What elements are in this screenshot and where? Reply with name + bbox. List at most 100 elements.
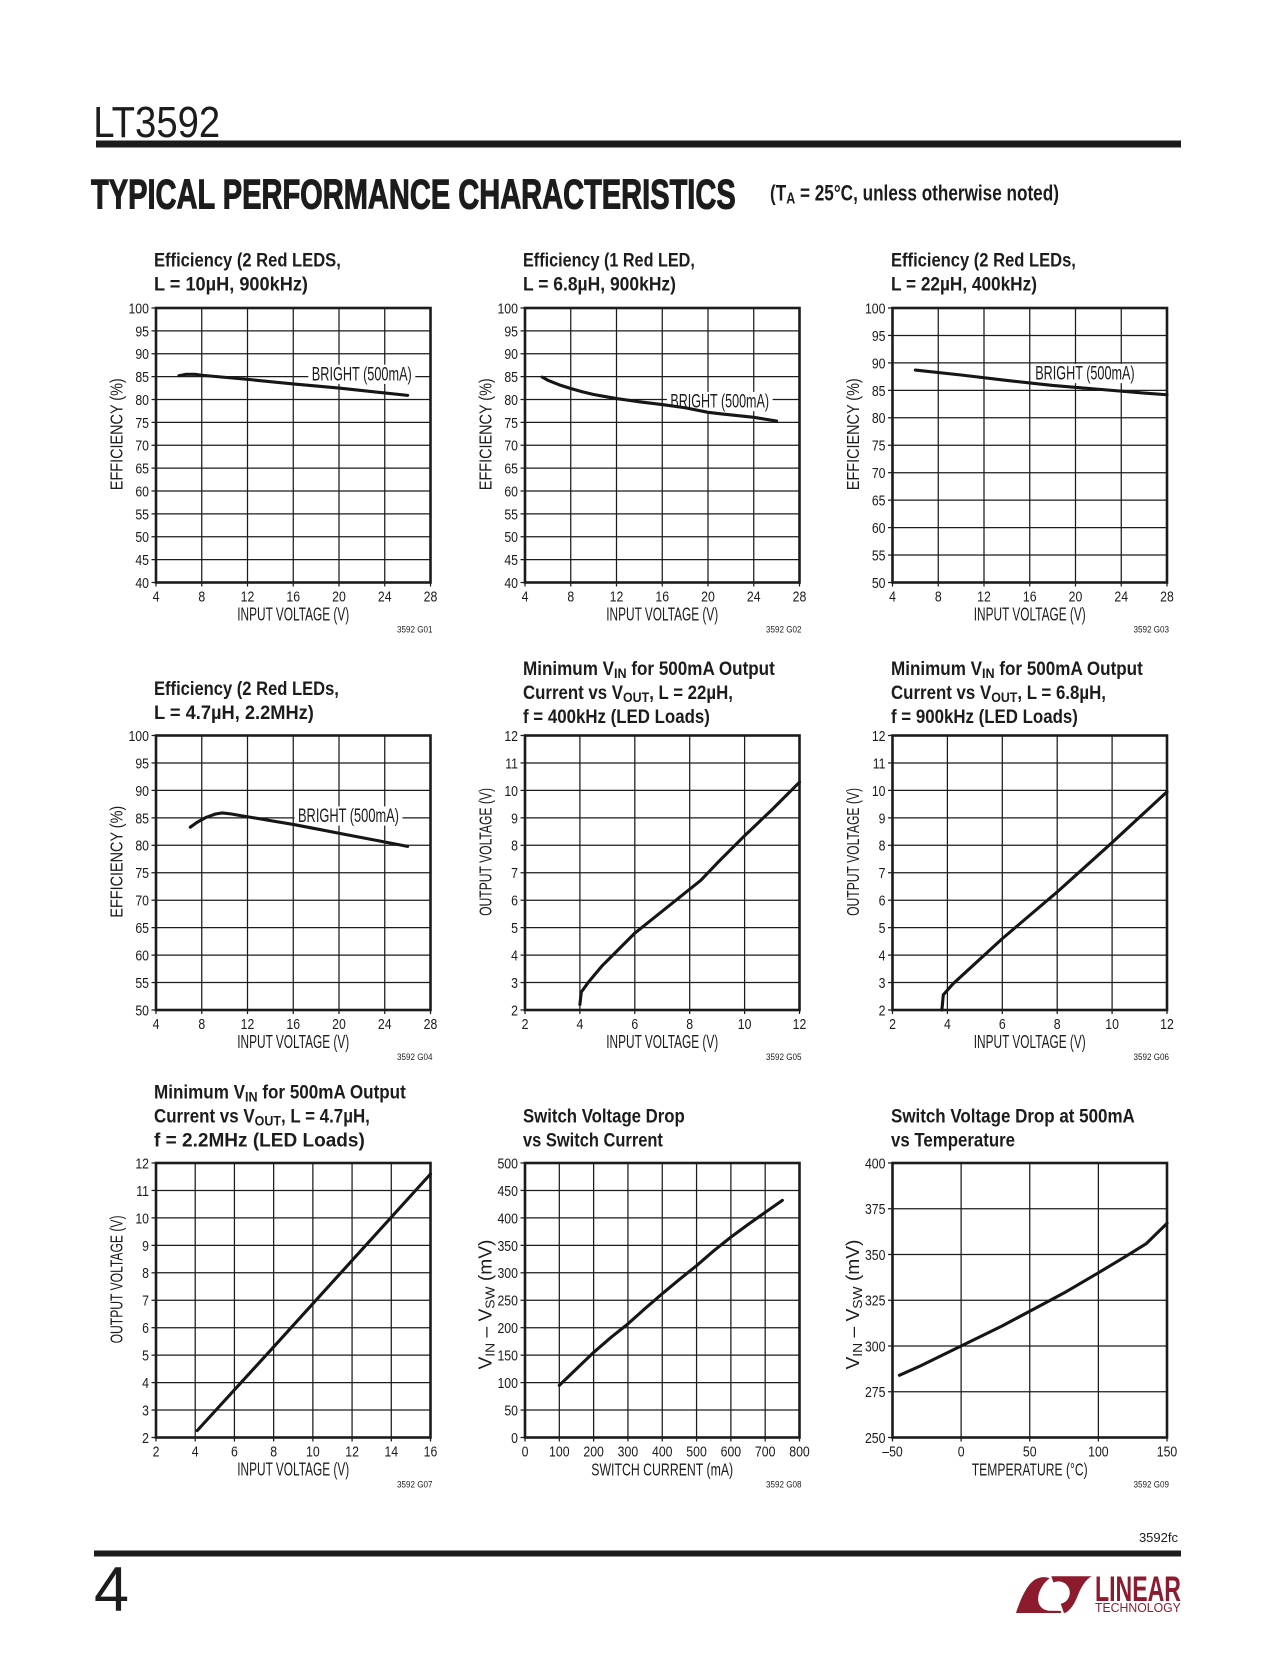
svg-text:10: 10 [738, 1016, 752, 1032]
svg-text:6: 6 [142, 1320, 149, 1336]
svg-text:20: 20 [701, 588, 715, 604]
svg-text:16: 16 [1023, 588, 1037, 604]
svg-text:95: 95 [504, 323, 518, 339]
svg-text:50: 50 [1023, 1443, 1037, 1459]
svg-text:TYPICAL PERFORMANCE CHARACTERI: TYPICAL PERFORMANCE CHARACTERISTICS [91, 170, 736, 218]
svg-text:20: 20 [332, 1016, 346, 1032]
svg-text:0: 0 [958, 1443, 965, 1459]
svg-text:4: 4 [153, 588, 160, 604]
svg-text:6: 6 [231, 1443, 238, 1459]
svg-text:4: 4 [522, 588, 529, 604]
svg-text:BRIGHT (500mA): BRIGHT (500mA) [298, 806, 399, 827]
svg-text:85: 85 [504, 369, 518, 385]
svg-text:4: 4 [879, 947, 886, 963]
svg-text:INPUT VOLTAGE (V): INPUT VOLTAGE (V) [606, 605, 718, 625]
svg-text:300: 300 [865, 1338, 886, 1354]
svg-text:3: 3 [879, 975, 886, 991]
svg-text:12: 12 [793, 1016, 807, 1032]
svg-text:60: 60 [135, 483, 149, 499]
svg-text:12: 12 [345, 1443, 359, 1459]
svg-text:L = 4.7µH, 2.2MHz): L = 4.7µH, 2.2MHz) [154, 702, 314, 723]
svg-text:2: 2 [153, 1443, 160, 1459]
svg-text:90: 90 [135, 346, 149, 362]
svg-text:4: 4 [192, 1443, 199, 1459]
svg-text:60: 60 [504, 483, 518, 499]
svg-text:L = 6.8µH, 900kHz): L = 6.8µH, 900kHz) [523, 273, 676, 295]
svg-text:Efficiency (2 Red LEDs,: Efficiency (2 Red LEDs, [154, 678, 339, 699]
svg-text:TECHNOLOGY: TECHNOLOGY [1095, 1601, 1181, 1615]
svg-text:60: 60 [872, 520, 886, 536]
svg-text:80: 80 [135, 392, 149, 408]
svg-text:85: 85 [135, 369, 149, 385]
svg-text:L = 10µH, 900kHz): L = 10µH, 900kHz) [154, 273, 308, 294]
svg-text:28: 28 [1160, 588, 1174, 604]
svg-text:80: 80 [504, 392, 518, 408]
svg-text:INPUT VOLTAGE (V): INPUT VOLTAGE (V) [974, 1033, 1086, 1053]
svg-text:20: 20 [332, 588, 346, 604]
svg-text:Switch Voltage Drop at 500mA: Switch Voltage Drop at 500mA [891, 1106, 1135, 1127]
svg-text:85: 85 [135, 810, 149, 826]
svg-text:INPUT VOLTAGE (V): INPUT VOLTAGE (V) [237, 1460, 349, 1480]
svg-text:LT3592: LT3592 [93, 98, 220, 147]
svg-text:EFFICIENCY (%): EFFICIENCY (%) [107, 806, 127, 918]
svg-text:12: 12 [1160, 1016, 1174, 1032]
svg-text:20: 20 [1069, 588, 1083, 604]
svg-text:24: 24 [1114, 588, 1128, 604]
svg-text:L = 22µH, 400kHz): L = 22µH, 400kHz) [891, 274, 1037, 295]
svg-text:4: 4 [944, 1016, 951, 1032]
svg-text:75: 75 [504, 415, 518, 431]
svg-text:100: 100 [128, 728, 149, 744]
svg-text:6: 6 [999, 1016, 1006, 1032]
svg-text:8: 8 [198, 588, 205, 604]
svg-text:200: 200 [583, 1443, 604, 1459]
svg-text:VIN – VSW (mV): VIN – VSW (mV) [843, 1240, 866, 1370]
svg-text:400: 400 [865, 1155, 886, 1171]
svg-text:100: 100 [549, 1443, 570, 1459]
svg-text:100: 100 [497, 1375, 518, 1391]
svg-text:16: 16 [286, 588, 300, 604]
svg-text:100: 100 [128, 300, 149, 316]
svg-text:50: 50 [135, 1002, 149, 1018]
svg-text:24: 24 [378, 1016, 392, 1032]
svg-text:Efficiency (2 Red LEDs,: Efficiency (2 Red LEDs, [891, 249, 1076, 270]
svg-text:10: 10 [1105, 1016, 1119, 1032]
svg-text:70: 70 [872, 465, 886, 481]
svg-text:(TA = 25°C, unless otherwise n: (TA = 25°C, unless otherwise noted) [770, 182, 1059, 209]
svg-text:3592fc: 3592fc [1139, 1530, 1179, 1545]
svg-text:55: 55 [135, 506, 149, 522]
svg-text:4: 4 [511, 947, 518, 963]
svg-text:6: 6 [879, 892, 886, 908]
svg-text:10: 10 [306, 1443, 320, 1459]
svg-text:60: 60 [135, 947, 149, 963]
svg-text:50: 50 [135, 529, 149, 545]
svg-text:3592 G03: 3592 G03 [1134, 624, 1169, 635]
svg-text:4: 4 [153, 1016, 160, 1032]
svg-text:7: 7 [142, 1293, 149, 1309]
svg-text:BRIGHT (500mA): BRIGHT (500mA) [1035, 363, 1134, 384]
svg-text:70: 70 [135, 892, 149, 908]
svg-text:6: 6 [511, 892, 518, 908]
svg-text:8: 8 [686, 1016, 693, 1032]
svg-text:2: 2 [511, 1002, 518, 1018]
svg-text:400: 400 [652, 1443, 673, 1459]
svg-text:8: 8 [142, 1265, 149, 1281]
svg-text:INPUT VOLTAGE (V): INPUT VOLTAGE (V) [974, 605, 1086, 625]
svg-text:12: 12 [504, 728, 518, 744]
svg-text:7: 7 [511, 865, 518, 881]
svg-text:500: 500 [686, 1443, 707, 1459]
svg-text:70: 70 [504, 438, 518, 454]
svg-text:200: 200 [497, 1320, 518, 1336]
svg-text:75: 75 [135, 865, 149, 881]
svg-text:500: 500 [497, 1155, 518, 1171]
svg-text:vs Switch Current: vs Switch Current [523, 1129, 663, 1150]
svg-text:300: 300 [618, 1443, 639, 1459]
svg-text:375: 375 [865, 1201, 886, 1217]
svg-text:12: 12 [977, 588, 991, 604]
svg-text:Efficiency (1 Red LED,: Efficiency (1 Red LED, [523, 249, 695, 271]
svg-text:f = 900kHz (LED Loads): f = 900kHz (LED Loads) [891, 706, 1078, 727]
svg-text:INPUT VOLTAGE (V): INPUT VOLTAGE (V) [237, 605, 349, 625]
svg-text:OUTPUT VOLTAGE (V): OUTPUT VOLTAGE (V) [844, 788, 864, 916]
svg-text:16: 16 [424, 1443, 438, 1459]
svg-text:7: 7 [879, 865, 886, 881]
svg-text:OUTPUT VOLTAGE (V): OUTPUT VOLTAGE (V) [107, 1216, 127, 1344]
